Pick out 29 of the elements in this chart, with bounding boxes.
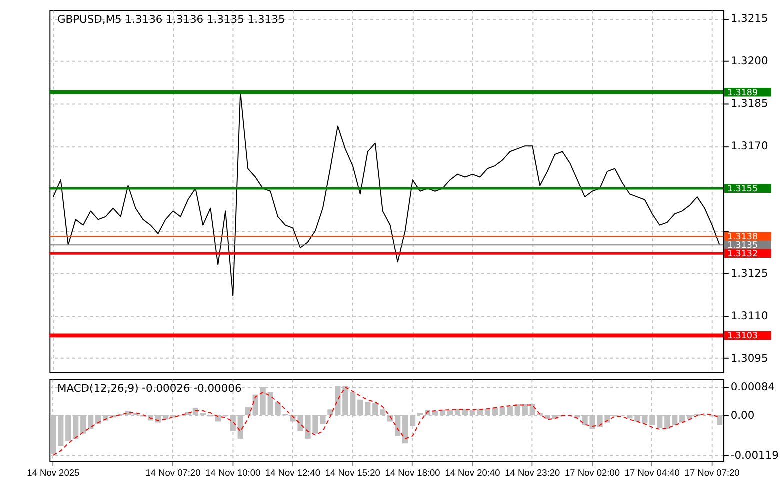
x-tick-label: 17 Nov 07:20	[684, 468, 740, 478]
y-tick-label: 1.3170	[730, 140, 768, 153]
y-tick-label: 1.3215	[730, 12, 768, 26]
y-tick-label: 0.00084	[730, 380, 776, 394]
y-tick-label: 1.3125	[730, 266, 768, 280]
chart-title: GBPUSD,M5 1.3136 1.3136 1.3135 1.3135	[57, 12, 286, 26]
x-tick-label: 14 Nov 12:40	[265, 468, 321, 478]
x-tick-label: 14 Nov 07:20	[146, 468, 201, 478]
x-tick-label: 14 Nov 23:20	[505, 468, 560, 478]
x-tick-label: 14 Nov 2025	[27, 468, 80, 478]
chart-title: MACD(12,26,9) -0.00026 -0.00006	[57, 382, 242, 395]
x-tick-label: 17 Nov 02:00	[564, 468, 620, 478]
y-tick-label: 1.3200	[730, 54, 768, 68]
x-tick-label: 17 Nov 04:40	[624, 468, 680, 478]
y-tick-label: 1.3110	[730, 309, 768, 322]
x-tick-label: 14 Nov 18:00	[385, 468, 440, 478]
ref-line-label: 1.3189	[727, 88, 758, 98]
ref-line-label: 1.3138	[727, 232, 758, 243]
y-tick-label: -0.00119	[730, 448, 780, 462]
y-tick-label: 0.00	[730, 408, 755, 422]
x-tick-label: 14 Nov 20:40	[445, 468, 500, 478]
y-tick-label: 1.3185	[730, 97, 768, 110]
x-tick-label: 14 Nov 10:00	[206, 468, 261, 478]
x-tick-label: 14 Nov 15:20	[325, 468, 380, 478]
y-tick-label: 1.3095	[730, 352, 768, 365]
ref-line-label: 1.3103	[727, 332, 758, 342]
ref-line-label: 1.3135	[727, 241, 758, 252]
ref-line-label: 1.3132	[727, 250, 758, 260]
ref-line-label: 1.3155	[727, 184, 758, 194]
